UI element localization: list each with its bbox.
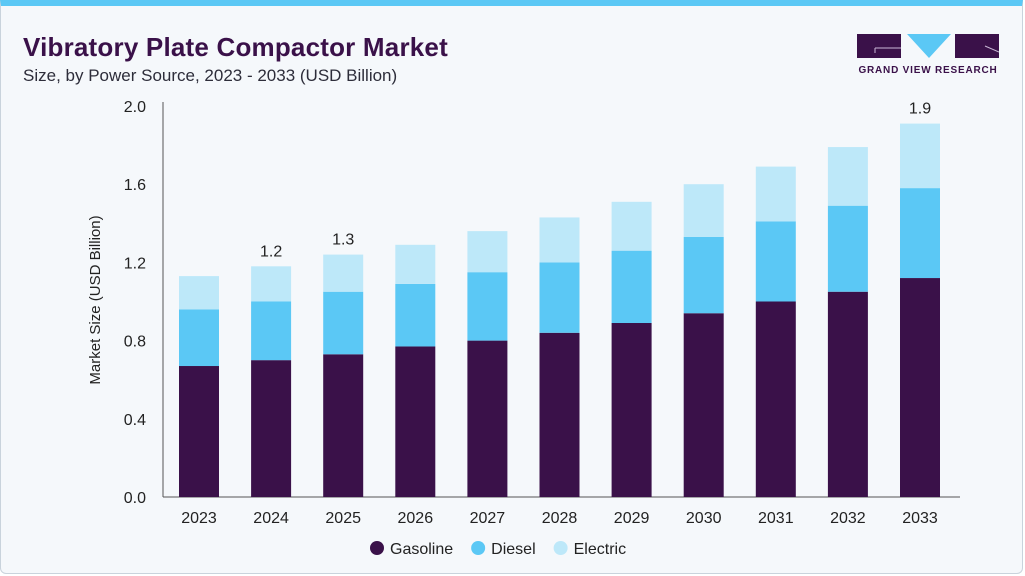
bar-diesel-2027 <box>467 272 508 341</box>
bar-gasoline-2033 <box>900 278 940 497</box>
legend-marker-gasoline <box>370 541 384 555</box>
y-tick-label: 1.6 <box>124 177 146 194</box>
bar-gasoline-2024 <box>251 360 292 497</box>
x-tick-label: 2024 <box>253 510 289 527</box>
bar-gasoline-2027 <box>467 340 508 497</box>
legend-marker-electric <box>553 541 568 555</box>
x-tick-label: 2027 <box>470 510 506 527</box>
x-tick-label: 2029 <box>614 510 650 527</box>
x-tick-label: 2033 <box>902 510 938 527</box>
bar-gasoline-2026 <box>395 346 436 497</box>
bar-electric-2027 <box>467 231 508 273</box>
bar-electric-2026 <box>395 244 436 284</box>
x-tick-label: 2025 <box>325 510 361 527</box>
y-tick-label: 0.8 <box>124 334 146 351</box>
grand-view-research-logo: GRAND VIEW RESEARCH <box>857 34 1000 81</box>
y-tick-label: 0.0 <box>124 490 146 507</box>
bar-diesel-2033 <box>900 188 940 279</box>
bar-gasoline-2029 <box>611 323 652 497</box>
bar-electric-2024 <box>251 266 292 302</box>
x-tick-label: 2031 <box>758 510 794 527</box>
data-label: 1.9 <box>909 101 931 118</box>
bar-gasoline-2031 <box>755 301 796 497</box>
bar-gasoline-2023 <box>179 366 219 497</box>
bar-electric-2028 <box>539 217 580 263</box>
y-tick-label: 0.4 <box>124 412 146 429</box>
bar-gasoline-2025 <box>323 354 364 497</box>
bar-electric-2033 <box>900 123 940 189</box>
data-label: 1.3 <box>332 232 354 249</box>
bar-diesel-2030 <box>683 236 724 314</box>
bar-electric-2025 <box>323 254 364 292</box>
bar-electric-2032 <box>827 147 868 206</box>
bar-diesel-2025 <box>323 291 364 355</box>
bar-electric-2031 <box>755 166 796 222</box>
bar-electric-2029 <box>611 201 652 251</box>
bar-gasoline-2028 <box>539 332 580 497</box>
y-axis-label: Market Size (USD Billion) <box>87 215 104 384</box>
bar-diesel-2024 <box>251 301 292 361</box>
x-tick-label: 2032 <box>830 510 866 527</box>
svg-text:GRAND VIEW RESEARCH: GRAND VIEW RESEARCH <box>858 65 997 76</box>
chart-title: Vibratory Plate Compactor Market <box>23 32 448 62</box>
x-tick-label: 2028 <box>542 510 578 527</box>
bar-diesel-2028 <box>539 262 580 333</box>
x-tick-label: 2023 <box>181 510 217 527</box>
bar-gasoline-2032 <box>827 291 868 497</box>
bar-electric-2030 <box>683 184 724 237</box>
bar-gasoline-2030 <box>683 313 724 497</box>
y-tick-label: 2.0 <box>124 99 146 116</box>
y-tick-label: 1.2 <box>124 255 146 272</box>
legend-marker-diesel <box>471 541 486 555</box>
legend-label-electric: Electric <box>574 541 626 558</box>
bar-diesel-2031 <box>755 221 796 302</box>
legend-label-diesel: Diesel <box>491 541 535 558</box>
data-label: 1.2 <box>260 243 282 260</box>
bar-diesel-2032 <box>827 205 868 292</box>
bar-diesel-2029 <box>611 250 652 324</box>
x-tick-label: 2026 <box>398 510 434 527</box>
legend-label-gasoline: Gasoline <box>390 541 453 558</box>
bar-diesel-2023 <box>179 309 219 367</box>
bar-electric-2023 <box>179 276 219 310</box>
chart-subtitle: Size, by Power Source, 2023 - 2033 (USD … <box>23 66 398 85</box>
x-tick-label: 2030 <box>686 510 722 527</box>
bar-diesel-2026 <box>395 283 436 347</box>
